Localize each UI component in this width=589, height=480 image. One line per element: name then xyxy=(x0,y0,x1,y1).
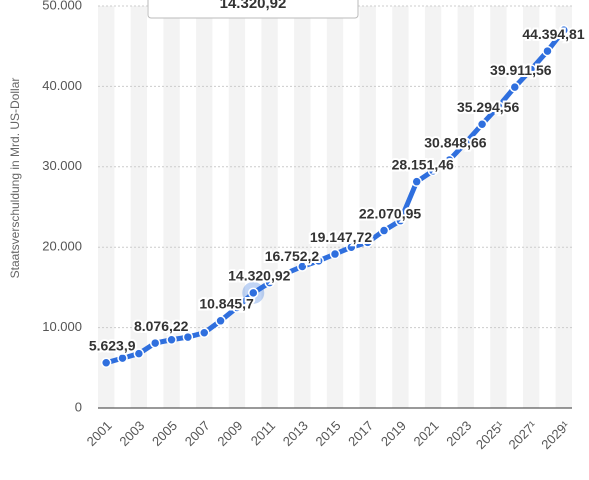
data-point xyxy=(378,225,390,236)
y-tick-label: 0 xyxy=(75,399,82,414)
column-band xyxy=(522,6,540,408)
column-band xyxy=(457,6,474,408)
x-tick-label: 2011 xyxy=(248,418,278,448)
data-point xyxy=(362,237,373,248)
column-band xyxy=(196,6,213,408)
data-point xyxy=(427,165,439,177)
value-label: 30.848,66 xyxy=(424,135,486,151)
data-point xyxy=(525,64,537,75)
column-band xyxy=(326,6,344,408)
x-tick-label: 2005 xyxy=(149,418,180,449)
data-point xyxy=(100,357,112,369)
data-point xyxy=(198,327,210,338)
data-point xyxy=(542,45,553,57)
value-label: 35.294,56 xyxy=(457,99,519,115)
column-band xyxy=(555,6,572,408)
value-label: 28.151,46 xyxy=(392,156,454,172)
data-point xyxy=(248,287,259,299)
data-point xyxy=(231,302,243,313)
value-label: 14.320,92 xyxy=(228,268,290,284)
x-tick-label: 2019 xyxy=(378,418,409,449)
x-tick-label: 2021 xyxy=(411,418,442,449)
column-band xyxy=(424,6,442,408)
data-point xyxy=(313,255,324,267)
data-point xyxy=(411,176,422,187)
column-band xyxy=(294,6,311,408)
data-point xyxy=(215,315,226,327)
data-point xyxy=(460,137,472,148)
y-tick-label: 10.000 xyxy=(42,319,82,334)
data-point xyxy=(509,81,521,93)
column-band xyxy=(130,6,148,408)
data-point xyxy=(280,268,292,279)
x-tick-label: 2013 xyxy=(280,418,311,449)
value-label: 44.394,81 xyxy=(522,26,584,42)
x-tick-label: 2029¹ xyxy=(538,417,573,452)
column-band xyxy=(228,6,246,408)
data-point xyxy=(117,352,128,364)
column-band xyxy=(261,6,278,408)
data-point xyxy=(133,348,145,359)
x-tick-label: 2017 xyxy=(345,418,376,449)
column-band xyxy=(163,6,180,408)
value-label: 16.752,2 xyxy=(265,248,320,264)
x-tick-label: 2009 xyxy=(214,418,245,449)
value-label: 22.070,95 xyxy=(359,205,421,221)
x-tick-label: 2015 xyxy=(312,418,343,449)
data-point xyxy=(297,261,308,272)
data-point xyxy=(493,101,504,112)
data-point xyxy=(346,241,357,253)
column-band xyxy=(98,6,115,408)
data-point xyxy=(444,154,455,166)
data-point xyxy=(182,331,194,343)
x-tick-label: 2003 xyxy=(116,418,147,449)
value-label: 19.147,72 xyxy=(310,229,372,245)
x-tick-label: 2027¹ xyxy=(506,417,541,452)
x-tick-label: 2001 xyxy=(84,418,115,449)
tooltip-text: 14.320,92 xyxy=(220,0,287,12)
data-point xyxy=(149,337,161,349)
data-point xyxy=(166,334,177,345)
data-point xyxy=(264,277,275,288)
column-band xyxy=(359,6,376,408)
value-label: 10.845,7 xyxy=(199,296,254,312)
value-label: 5.623,9 xyxy=(89,337,136,353)
x-tick-label: 2023 xyxy=(443,418,474,449)
y-tick-label: 30.000 xyxy=(42,158,82,173)
data-point xyxy=(558,24,570,36)
data-point xyxy=(476,118,488,130)
value-label: 8.076,22 xyxy=(134,318,189,334)
y-axis-label: Staatsverschuldung in Mrd. US-Dollar xyxy=(8,78,22,279)
value-label: 39.911,56 xyxy=(490,62,552,78)
y-tick-label: 40.000 xyxy=(42,78,82,93)
data-point xyxy=(395,215,406,226)
y-tick-label: 20.000 xyxy=(42,239,82,254)
column-band xyxy=(392,6,409,408)
x-tick-label: 2007 xyxy=(182,418,213,449)
tooltip-box xyxy=(147,0,359,19)
x-tick-label: 2025¹ xyxy=(473,417,508,452)
data-point xyxy=(329,248,341,260)
y-tick-label: 50.000 xyxy=(42,0,82,12)
